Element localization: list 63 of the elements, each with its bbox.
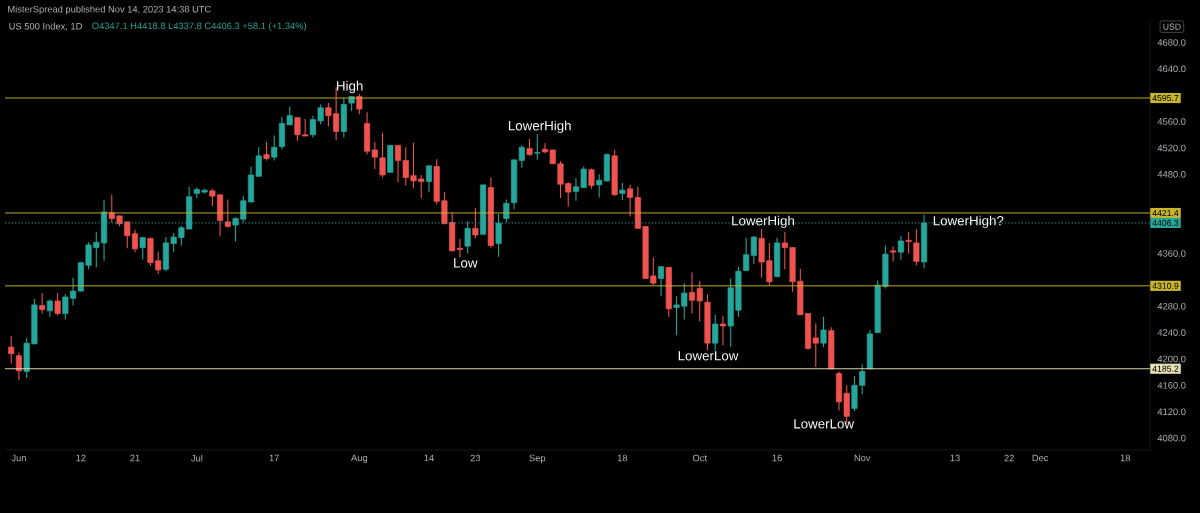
candlestick: [472, 207, 479, 239]
text: USD: [1163, 23, 1181, 30]
y-tick-label: 4200.0: [1157, 355, 1186, 363]
text: MisterSpread published Nov 14, 2023 14:38 UTC: [8, 5, 211, 15]
x-tick-label: 18: [1120, 454, 1131, 462]
annotation: Low: [454, 258, 478, 268]
x-tick-label: 12: [76, 454, 86, 462]
candlestick: [263, 141, 270, 162]
y-tick-label: 4160.0: [1157, 382, 1186, 389]
candlestick: [913, 228, 920, 266]
x-tick-label: Jul: [191, 454, 203, 462]
ref-line-label: 4310.9: [1152, 282, 1179, 289]
ref-line-label: 4185.2: [1152, 365, 1179, 372]
candlestick: [8, 335, 15, 365]
y-tick-label: 4280.0: [1157, 302, 1186, 310]
candlestick: [719, 315, 726, 346]
candlestick: [897, 235, 904, 261]
x-tick-label: Aug: [351, 454, 368, 464]
candlestick: [588, 167, 595, 190]
annotation: LowerHigh: [508, 120, 571, 134]
chart-subtitle: O4347.1 H4418.8 L4337.8 C4406.3 +58.1 (+1.34%): [92, 22, 307, 31]
x-tick-label: 22: [1004, 454, 1014, 462]
x-tick-label: Nov: [854, 454, 871, 462]
y-tick-label: 4560.0: [1157, 118, 1186, 125]
y-tick-label: 4080.0: [1157, 434, 1186, 442]
y-tick-label: 4240.0: [1157, 329, 1186, 336]
annotation: LowerHigh?: [933, 215, 1004, 229]
x-tick-label: 17: [269, 454, 279, 462]
candlestick: [54, 292, 61, 316]
annotation: LowerHigh: [732, 215, 794, 229]
ref-line-label: 4406.3: [1152, 219, 1179, 226]
x-tick-label: Dec: [1032, 454, 1049, 462]
chart-title: US 500 Index, 1D: [9, 22, 82, 31]
x-tick-label: 14: [424, 454, 434, 462]
x-tick-label: 23: [470, 454, 481, 462]
annotation: LowerLow: [794, 419, 855, 429]
candlestick: [658, 266, 665, 297]
candlestick: [15, 351, 22, 381]
candlestick: [905, 231, 912, 254]
annotation: High: [337, 80, 363, 94]
x-tick-label: Oct: [692, 454, 707, 462]
y-tick-label: 4640.0: [1157, 65, 1186, 73]
y-tick-label: 4680.0: [1157, 39, 1186, 46]
x-tick-label: Sep: [529, 454, 546, 464]
candlestick: [425, 165, 433, 193]
y-tick-label: 4120.0: [1157, 408, 1186, 416]
x-tick-label: 18: [617, 454, 628, 462]
x-tick-label: Jun: [11, 454, 26, 462]
x-tick-label: 13: [950, 454, 960, 462]
y-tick-label: 4360.0: [1157, 250, 1186, 257]
candlestick: [820, 316, 827, 348]
ref-line-label: 4595.7: [1152, 94, 1179, 102]
x-tick-label: 21: [130, 454, 140, 462]
candlestick: [534, 133, 541, 161]
candlestick: [224, 198, 231, 229]
candlestick: [271, 134, 278, 162]
candlestick: [39, 292, 46, 315]
annotation: LowerLow: [678, 351, 739, 361]
candlestick: [712, 314, 719, 351]
y-tick-label: 4520.0: [1157, 144, 1186, 152]
ref-line-label: 4421.4: [1152, 209, 1179, 216]
y-tick-label: 4480.0: [1157, 171, 1186, 178]
x-tick-label: 16: [772, 454, 782, 462]
